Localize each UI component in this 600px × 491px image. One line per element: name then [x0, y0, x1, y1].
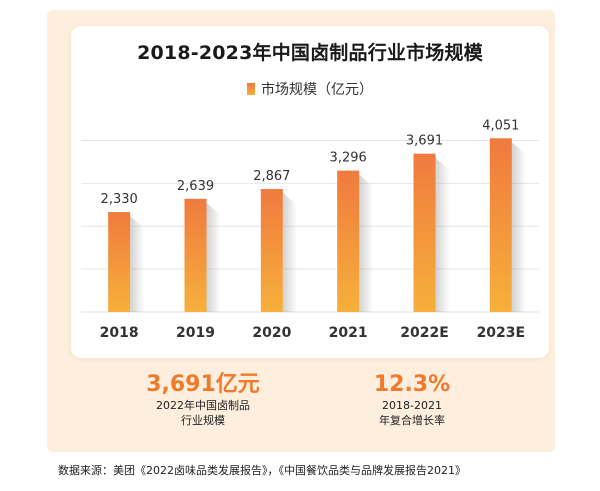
chart-legend: 市场规模（亿元）	[71, 79, 549, 99]
value-label-2018: 2,330	[101, 192, 138, 207]
chart-card	[71, 26, 549, 358]
bar-2020	[260, 189, 283, 312]
x-tick-2020: 2020	[252, 325, 291, 341]
bar-shadow	[511, 142, 526, 312]
gridlines	[81, 139, 539, 313]
bar-2021	[337, 170, 360, 312]
x-tick-2019: 2019	[176, 325, 215, 341]
x-tick-2023E: 2023E	[477, 325, 526, 341]
bar-shadow	[206, 202, 221, 312]
bar-shadow	[435, 157, 450, 312]
x-axis-ticks: 2018 2019 2020 2021 2022E 2023E	[100, 325, 525, 341]
legend-label: 市场规模（亿元）	[261, 82, 373, 98]
bar-shadow	[359, 174, 374, 312]
chart-title: 2018-2023年中国卤制品行业市场规模	[137, 42, 483, 64]
value-label-2021: 3,296	[330, 151, 367, 166]
kpi-cagr: 12.3% 2018-2021 年复合增长率	[337, 372, 487, 428]
kpi-value: 12.3%	[373, 372, 451, 397]
kpi-desc-line1: 2022年中国卤制品	[156, 399, 250, 412]
legend-swatch	[247, 83, 255, 95]
value-label-2019: 2,639	[177, 179, 214, 194]
kpi-desc-line2: 年复合增长率	[379, 414, 445, 427]
bar-2019	[184, 198, 207, 312]
bars	[108, 138, 526, 312]
x-tick-2021: 2021	[329, 325, 368, 341]
value-labels: 2,330 2,639 2,867 3,296 3,691 4,051	[101, 118, 520, 207]
bar-shadow	[282, 193, 297, 312]
kpi-desc-line2: 行业规模	[181, 414, 225, 427]
value-label-2022E: 3,691	[406, 134, 443, 149]
bar-shadow	[130, 216, 145, 312]
bar-2018	[108, 212, 131, 312]
value-label-2020: 2,867	[253, 169, 290, 184]
bar-2023E	[489, 138, 512, 312]
source-note: 数据来源：美团《2022卤味品类发展报告》，《中国餐饮品类与品牌发展报告2021…	[58, 464, 466, 477]
value-label-2023E: 4,051	[482, 118, 519, 133]
x-tick-2018: 2018	[100, 325, 139, 341]
kpi-desc-line1: 2018-2021	[382, 399, 442, 412]
x-tick-2022E: 2022E	[400, 325, 449, 341]
bar-2022E	[413, 153, 436, 312]
kpi-market-size: 3,691亿元 2022年中国卤制品 行业规模	[128, 372, 278, 428]
kpi-value: 3,691亿元	[146, 372, 260, 397]
